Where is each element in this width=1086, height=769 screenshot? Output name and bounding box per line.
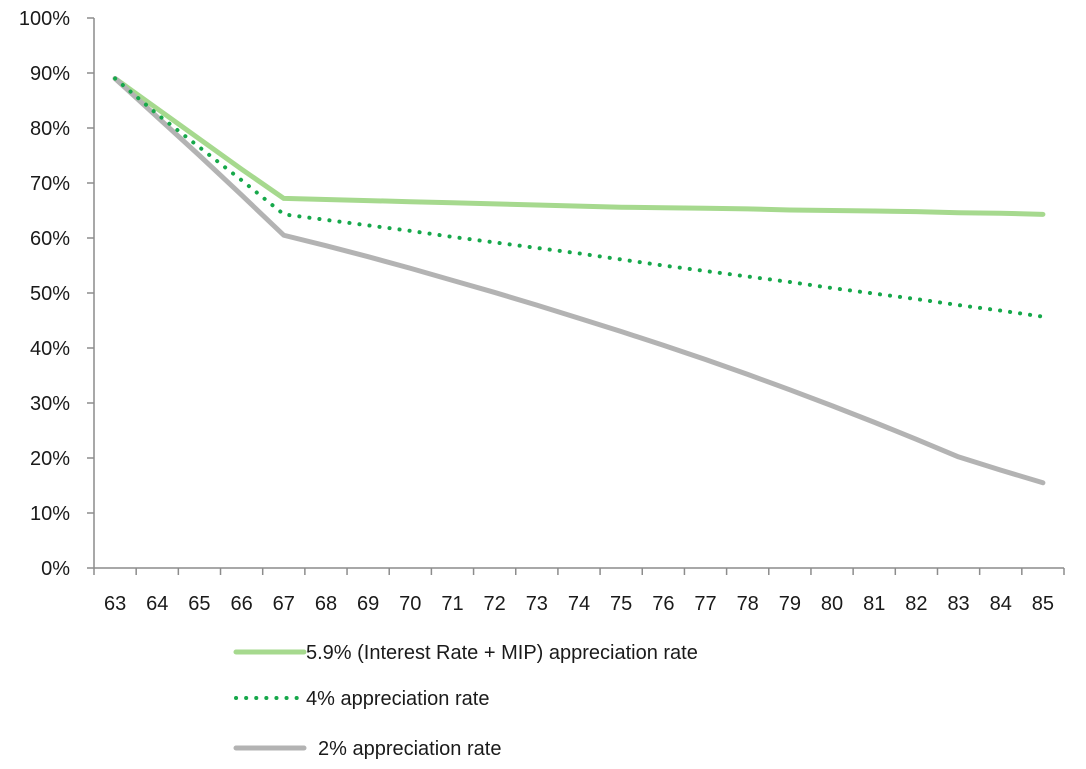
series-lines — [112, 76, 1046, 486]
x-tick-label: 66 — [230, 593, 252, 615]
y-tick-label: 70% — [30, 173, 70, 195]
legend-label-3: 2% appreciation rate — [318, 738, 501, 760]
series-line-1 — [112, 76, 1046, 217]
y-tick-label: 80% — [30, 118, 70, 140]
y-tick-label: 50% — [30, 283, 70, 305]
y-tick-label: 90% — [30, 63, 70, 85]
x-tick-label: 80 — [821, 593, 843, 615]
x-tick-label: 72 — [484, 593, 506, 615]
y-tick-label: 60% — [30, 228, 70, 250]
x-tick-label: 82 — [905, 593, 927, 615]
x-tick-label: 76 — [652, 593, 674, 615]
x-tick-label: 67 — [273, 593, 295, 615]
x-tick-label: 71 — [441, 593, 463, 615]
x-tick-label: 78 — [737, 593, 759, 615]
x-tick-label: 79 — [779, 593, 801, 615]
x-tick-label: 63 — [104, 593, 126, 615]
x-tick-label: 84 — [990, 593, 1012, 615]
x-tick-label: 69 — [357, 593, 379, 615]
y-tick-label: 40% — [30, 338, 70, 360]
x-tick-label: 65 — [188, 593, 210, 615]
y-tick-label: 100% — [19, 8, 70, 30]
y-tick-label: 30% — [30, 393, 70, 415]
x-tick-label: 74 — [568, 593, 590, 615]
x-tick-label: 70 — [399, 593, 421, 615]
x-tick-label: 75 — [610, 593, 632, 615]
ticks: 0% 10% 20% 30% 40% 50% 60% 70% 80% 90% 100% 63 64 65 6… — [19, 8, 1065, 615]
axes — [93, 18, 1064, 569]
y-tick-label: 0% — [41, 558, 70, 580]
legend-label-2: 4% appreciation rate — [306, 688, 489, 710]
x-tick-label: 85 — [1032, 593, 1054, 615]
x-tick-label: 77 — [694, 593, 716, 615]
x-tick-label: 83 — [947, 593, 969, 615]
x-tick-label: 68 — [315, 593, 337, 615]
series-line-2 — [113, 76, 1045, 319]
legend-label-1: 5.9% (Interest Rate + MIP) appreciation … — [306, 642, 698, 664]
x-tick-label: 64 — [146, 593, 168, 615]
series-line-3 — [112, 76, 1046, 486]
legend: 5.9% (Interest Rate + MIP) appreciation … — [233, 642, 698, 760]
x-tick-label: 81 — [863, 593, 885, 615]
y-tick-label: 20% — [30, 448, 70, 470]
x-tick-label: 73 — [526, 593, 548, 615]
y-tick-label: 10% — [30, 503, 70, 525]
